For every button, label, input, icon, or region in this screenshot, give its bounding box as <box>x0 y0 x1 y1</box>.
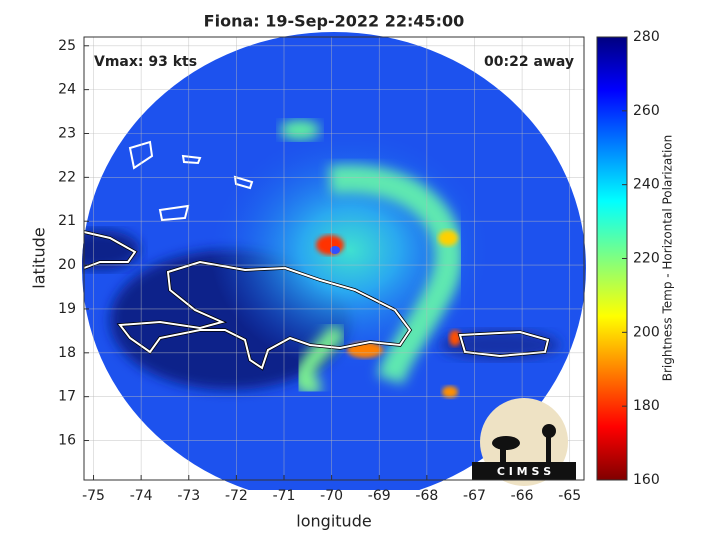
colorbar-tick-label: 220 <box>633 251 660 267</box>
x-tick-label: -69 <box>368 488 391 504</box>
y-tick-label: 23 <box>58 125 76 141</box>
logo-text: C I M S S <box>497 465 551 478</box>
x-tick-label: -68 <box>415 488 438 504</box>
annotation: Vmax: 93 kts <box>94 54 197 70</box>
colorbar-label: Brightness Temp - Horizontal Polarizatio… <box>661 135 675 382</box>
y-tick-label: 22 <box>58 169 76 185</box>
annotation: 00:22 away <box>484 54 574 70</box>
x-axis-label: longitude <box>296 512 371 531</box>
colorbar-tick-label: 240 <box>633 177 660 193</box>
y-tick-label: 18 <box>58 345 76 361</box>
colorbar-tick-label: 260 <box>633 103 660 119</box>
satellite-image <box>82 32 586 490</box>
y-tick-label: 21 <box>58 213 76 229</box>
y-tick-label: 17 <box>58 389 76 405</box>
y-tick-label: 25 <box>58 38 76 54</box>
colorbar-tick-label: 160 <box>633 472 660 488</box>
y-tick-label: 20 <box>58 257 76 273</box>
cimss-logo: C I M S S <box>472 398 576 486</box>
colorbar-tick-label: 280 <box>633 29 660 45</box>
x-tick-label: -75 <box>82 488 105 504</box>
x-tick-label: -71 <box>273 488 296 504</box>
y-tick-label: 24 <box>58 82 76 98</box>
y-tick-label: 19 <box>58 301 76 317</box>
chart-title: Fiona: 19-Sep-2022 22:45:00 <box>204 12 465 31</box>
y-axis-label: latitude <box>30 227 49 288</box>
x-tick-label: -66 <box>511 488 534 504</box>
x-tick-label: -74 <box>130 488 153 504</box>
colorbar-tick-label: 200 <box>633 324 660 340</box>
x-tick-label: -65 <box>558 488 581 504</box>
x-tick-label: -67 <box>463 488 486 504</box>
x-tick-label: -72 <box>225 488 248 504</box>
x-tick-label: -73 <box>177 488 200 504</box>
plot-frame <box>83 36 585 481</box>
x-tick-label: -70 <box>320 488 343 504</box>
coastlines <box>83 81 583 371</box>
colorbar-tick-label: 180 <box>633 398 660 414</box>
y-tick-label: 16 <box>58 433 76 449</box>
